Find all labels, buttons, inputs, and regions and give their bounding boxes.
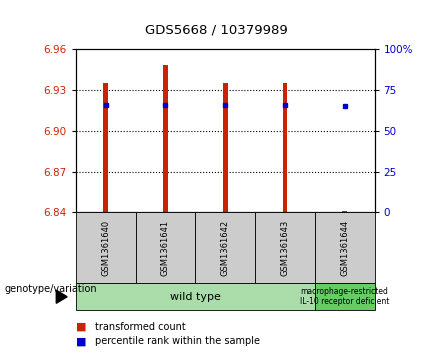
Text: wild type: wild type: [170, 292, 221, 302]
Text: GSM1361641: GSM1361641: [161, 220, 170, 276]
Bar: [163, 65, 168, 212]
Bar: [342, 211, 347, 212]
Text: percentile rank within the sample: percentile rank within the sample: [95, 336, 260, 346]
Bar: [223, 83, 228, 212]
Text: GDS5668 / 10379989: GDS5668 / 10379989: [145, 24, 288, 37]
Bar: [282, 83, 288, 212]
Text: GSM1361643: GSM1361643: [281, 220, 289, 276]
Polygon shape: [56, 290, 67, 303]
Text: GSM1361640: GSM1361640: [101, 220, 110, 276]
Text: ■: ■: [76, 336, 86, 346]
Text: transformed count: transformed count: [95, 322, 186, 332]
Text: GSM1361642: GSM1361642: [221, 220, 229, 276]
Bar: [103, 83, 108, 212]
Text: ■: ■: [76, 322, 86, 332]
Text: GSM1361644: GSM1361644: [340, 220, 349, 276]
Text: macrophage-restricted
IL-10 receptor deficient: macrophage-restricted IL-10 receptor def…: [300, 287, 389, 306]
Text: genotype/variation: genotype/variation: [4, 285, 97, 294]
